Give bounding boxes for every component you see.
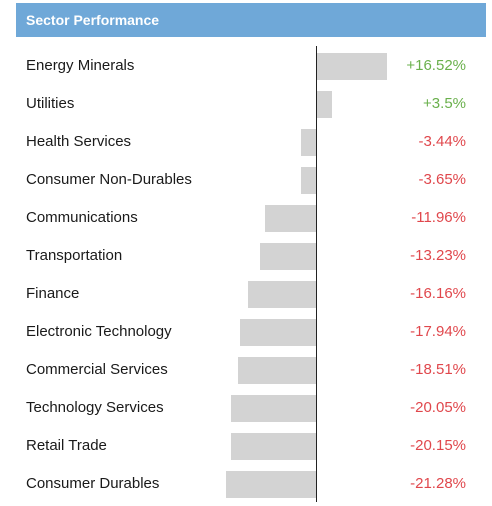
performance-value-label: -17.94%	[410, 323, 466, 340]
performance-value-label: -11.96%	[411, 209, 466, 226]
performance-bar	[237, 356, 316, 384]
sector-label: Utilities	[26, 95, 75, 112]
performance-value-label: -13.23%	[410, 247, 466, 264]
performance-bar	[239, 318, 316, 346]
sector-label: Commercial Services	[26, 361, 168, 378]
performance-value-label: +16.52%	[406, 57, 466, 74]
performance-value-label: -3.65%	[418, 171, 466, 188]
performance-bar	[231, 394, 316, 422]
performance-value-label: -3.44%	[418, 133, 466, 150]
performance-bar	[300, 166, 316, 194]
chart-title: Sector Performance	[26, 12, 160, 28]
performance-bar	[247, 280, 316, 308]
sector-label: Finance	[26, 285, 80, 302]
sector-label: Technology Services	[26, 399, 164, 416]
performance-value-label: -18.51%	[410, 361, 466, 378]
performance-value-label: -16.16%	[410, 285, 466, 302]
chart-header: Sector Performance	[16, 3, 486, 37]
zero-axis-line	[316, 46, 317, 502]
performance-bar	[301, 128, 316, 156]
sector-label: Consumer Non-Durables	[26, 171, 192, 188]
sector-label: Energy Minerals	[26, 57, 135, 74]
sector-label: Retail Trade	[26, 437, 107, 454]
performance-bar	[225, 470, 316, 498]
sector-label: Consumer Durables	[26, 475, 160, 492]
sector-label: Health Services	[26, 133, 132, 150]
sector-label: Transportation	[26, 247, 123, 264]
sector-label: Electronic Technology	[26, 323, 172, 340]
performance-bar	[265, 204, 316, 232]
performance-value-label: +3.5%	[423, 95, 466, 112]
performance-value-label: -20.05%	[410, 399, 466, 416]
sector-label: Communications	[26, 209, 138, 226]
performance-bar	[230, 432, 316, 460]
performance-bar	[259, 242, 316, 270]
performance-bar	[317, 90, 332, 118]
performance-bar	[317, 52, 387, 80]
performance-value-label: -21.28%	[410, 475, 466, 492]
performance-value-label: -20.15%	[410, 437, 466, 454]
